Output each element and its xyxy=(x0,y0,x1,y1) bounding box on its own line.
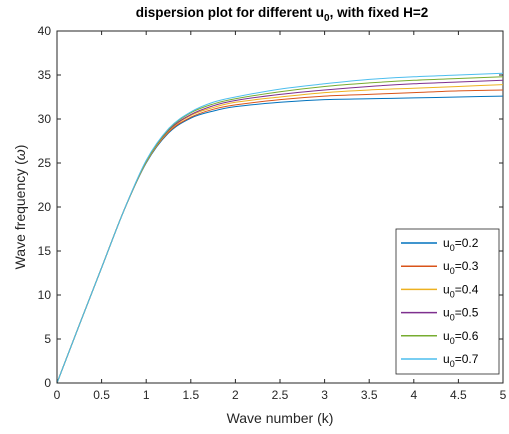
y-tick-label: 5 xyxy=(44,332,51,346)
legend-entry: u0=0.6 xyxy=(443,329,479,346)
legend-entry: u0=0.2 xyxy=(443,236,479,253)
x-tick-label: 0.5 xyxy=(93,388,110,402)
legend-entry: u0=0.4 xyxy=(443,282,479,299)
chart-title: dispersion plot for different u0, with f… xyxy=(136,5,428,24)
y-tick-label: 30 xyxy=(38,112,52,126)
x-tick-label: 2 xyxy=(232,388,239,402)
y-axis-ticks: 0 5 10 15 20 25 30 35 40 xyxy=(38,24,503,390)
x-tick-label: 4 xyxy=(410,388,417,402)
x-tick-label: 1.5 xyxy=(182,388,199,402)
legend-entry: u0=0.7 xyxy=(443,352,479,369)
legend: u0=0.2 u0=0.3 u0=0.4 u0=0.5 u0=0.6 u0=0.7 xyxy=(395,228,500,375)
series-line-6 xyxy=(56,72,504,384)
x-tick-label: 3.5 xyxy=(361,388,378,402)
y-tick-label: 10 xyxy=(38,288,52,302)
x-tick-label: 3 xyxy=(321,388,328,402)
y-tick-label: 35 xyxy=(38,68,52,82)
legend-entry: u0=0.5 xyxy=(443,306,479,323)
x-tick-label: 1 xyxy=(143,388,150,402)
y-tick-label: 15 xyxy=(38,244,52,258)
series-lines xyxy=(56,72,504,384)
x-tick-label: 4.5 xyxy=(450,388,467,402)
y-tick-label: 0 xyxy=(44,376,51,390)
y-tick-label: 25 xyxy=(38,156,52,170)
legend-box xyxy=(395,228,500,375)
y-tick-label: 40 xyxy=(38,24,52,38)
y-axis-label: Wave frequency (ω) xyxy=(12,145,28,270)
x-tick-label: 0 xyxy=(54,388,61,402)
x-tick-label: 5 xyxy=(500,388,507,402)
x-tick-label: 2.5 xyxy=(272,388,289,402)
legend-entry: u0=0.3 xyxy=(443,259,479,276)
y-tick-label: 20 xyxy=(38,200,52,214)
x-axis-label: Wave number (k) xyxy=(227,410,334,426)
x-axis-ticks: 0 0.5 1 1.5 2 2.5 3 3.5 4 4.5 5 xyxy=(54,31,507,402)
